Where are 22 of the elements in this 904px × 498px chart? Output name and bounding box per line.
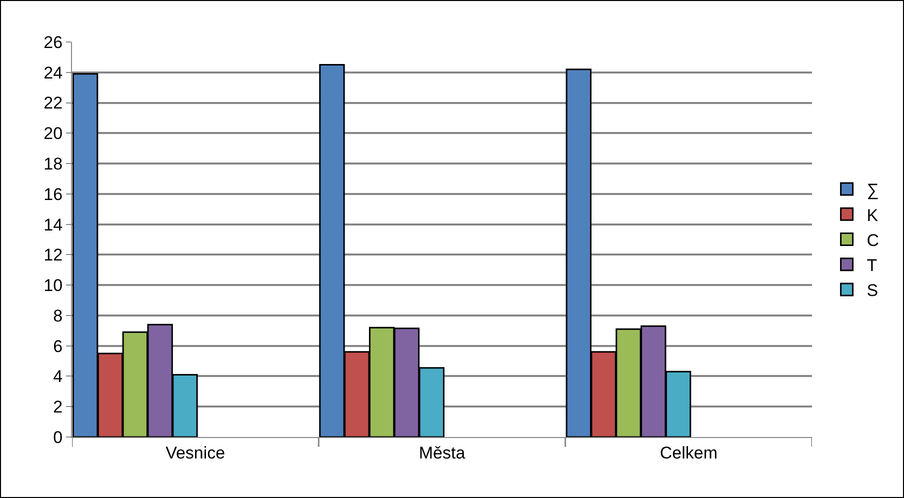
x-tick-label: Města [418,443,466,462]
legend-label: ∑ [866,180,879,200]
y-tick-label: 26 [44,32,63,52]
y-tick-label: 4 [53,367,63,386]
y-tick-label: 12 [44,246,63,265]
y-tick-label: 18 [44,154,63,174]
legend-label: C [866,230,880,250]
y-tick-label: 6 [53,336,63,356]
y-tick-label: 24 [44,63,63,82]
legend-label: S [866,281,878,300]
y-tick-label: 10 [44,276,63,296]
y-tick-label: 14 [44,215,63,234]
y-tick-label: 22 [44,94,63,113]
y-tick-label: 2 [53,398,63,417]
y-tick-label: 8 [53,306,63,326]
y-tick-label: 20 [44,124,63,144]
y-tick-label: 0 [53,428,63,447]
legend-label: T [866,256,878,275]
legend-label: K [866,206,879,225]
y-tick-label: 16 [44,184,63,204]
x-tick-label: Celkem [660,443,718,462]
x-tick-label: Vesnice [166,443,226,462]
